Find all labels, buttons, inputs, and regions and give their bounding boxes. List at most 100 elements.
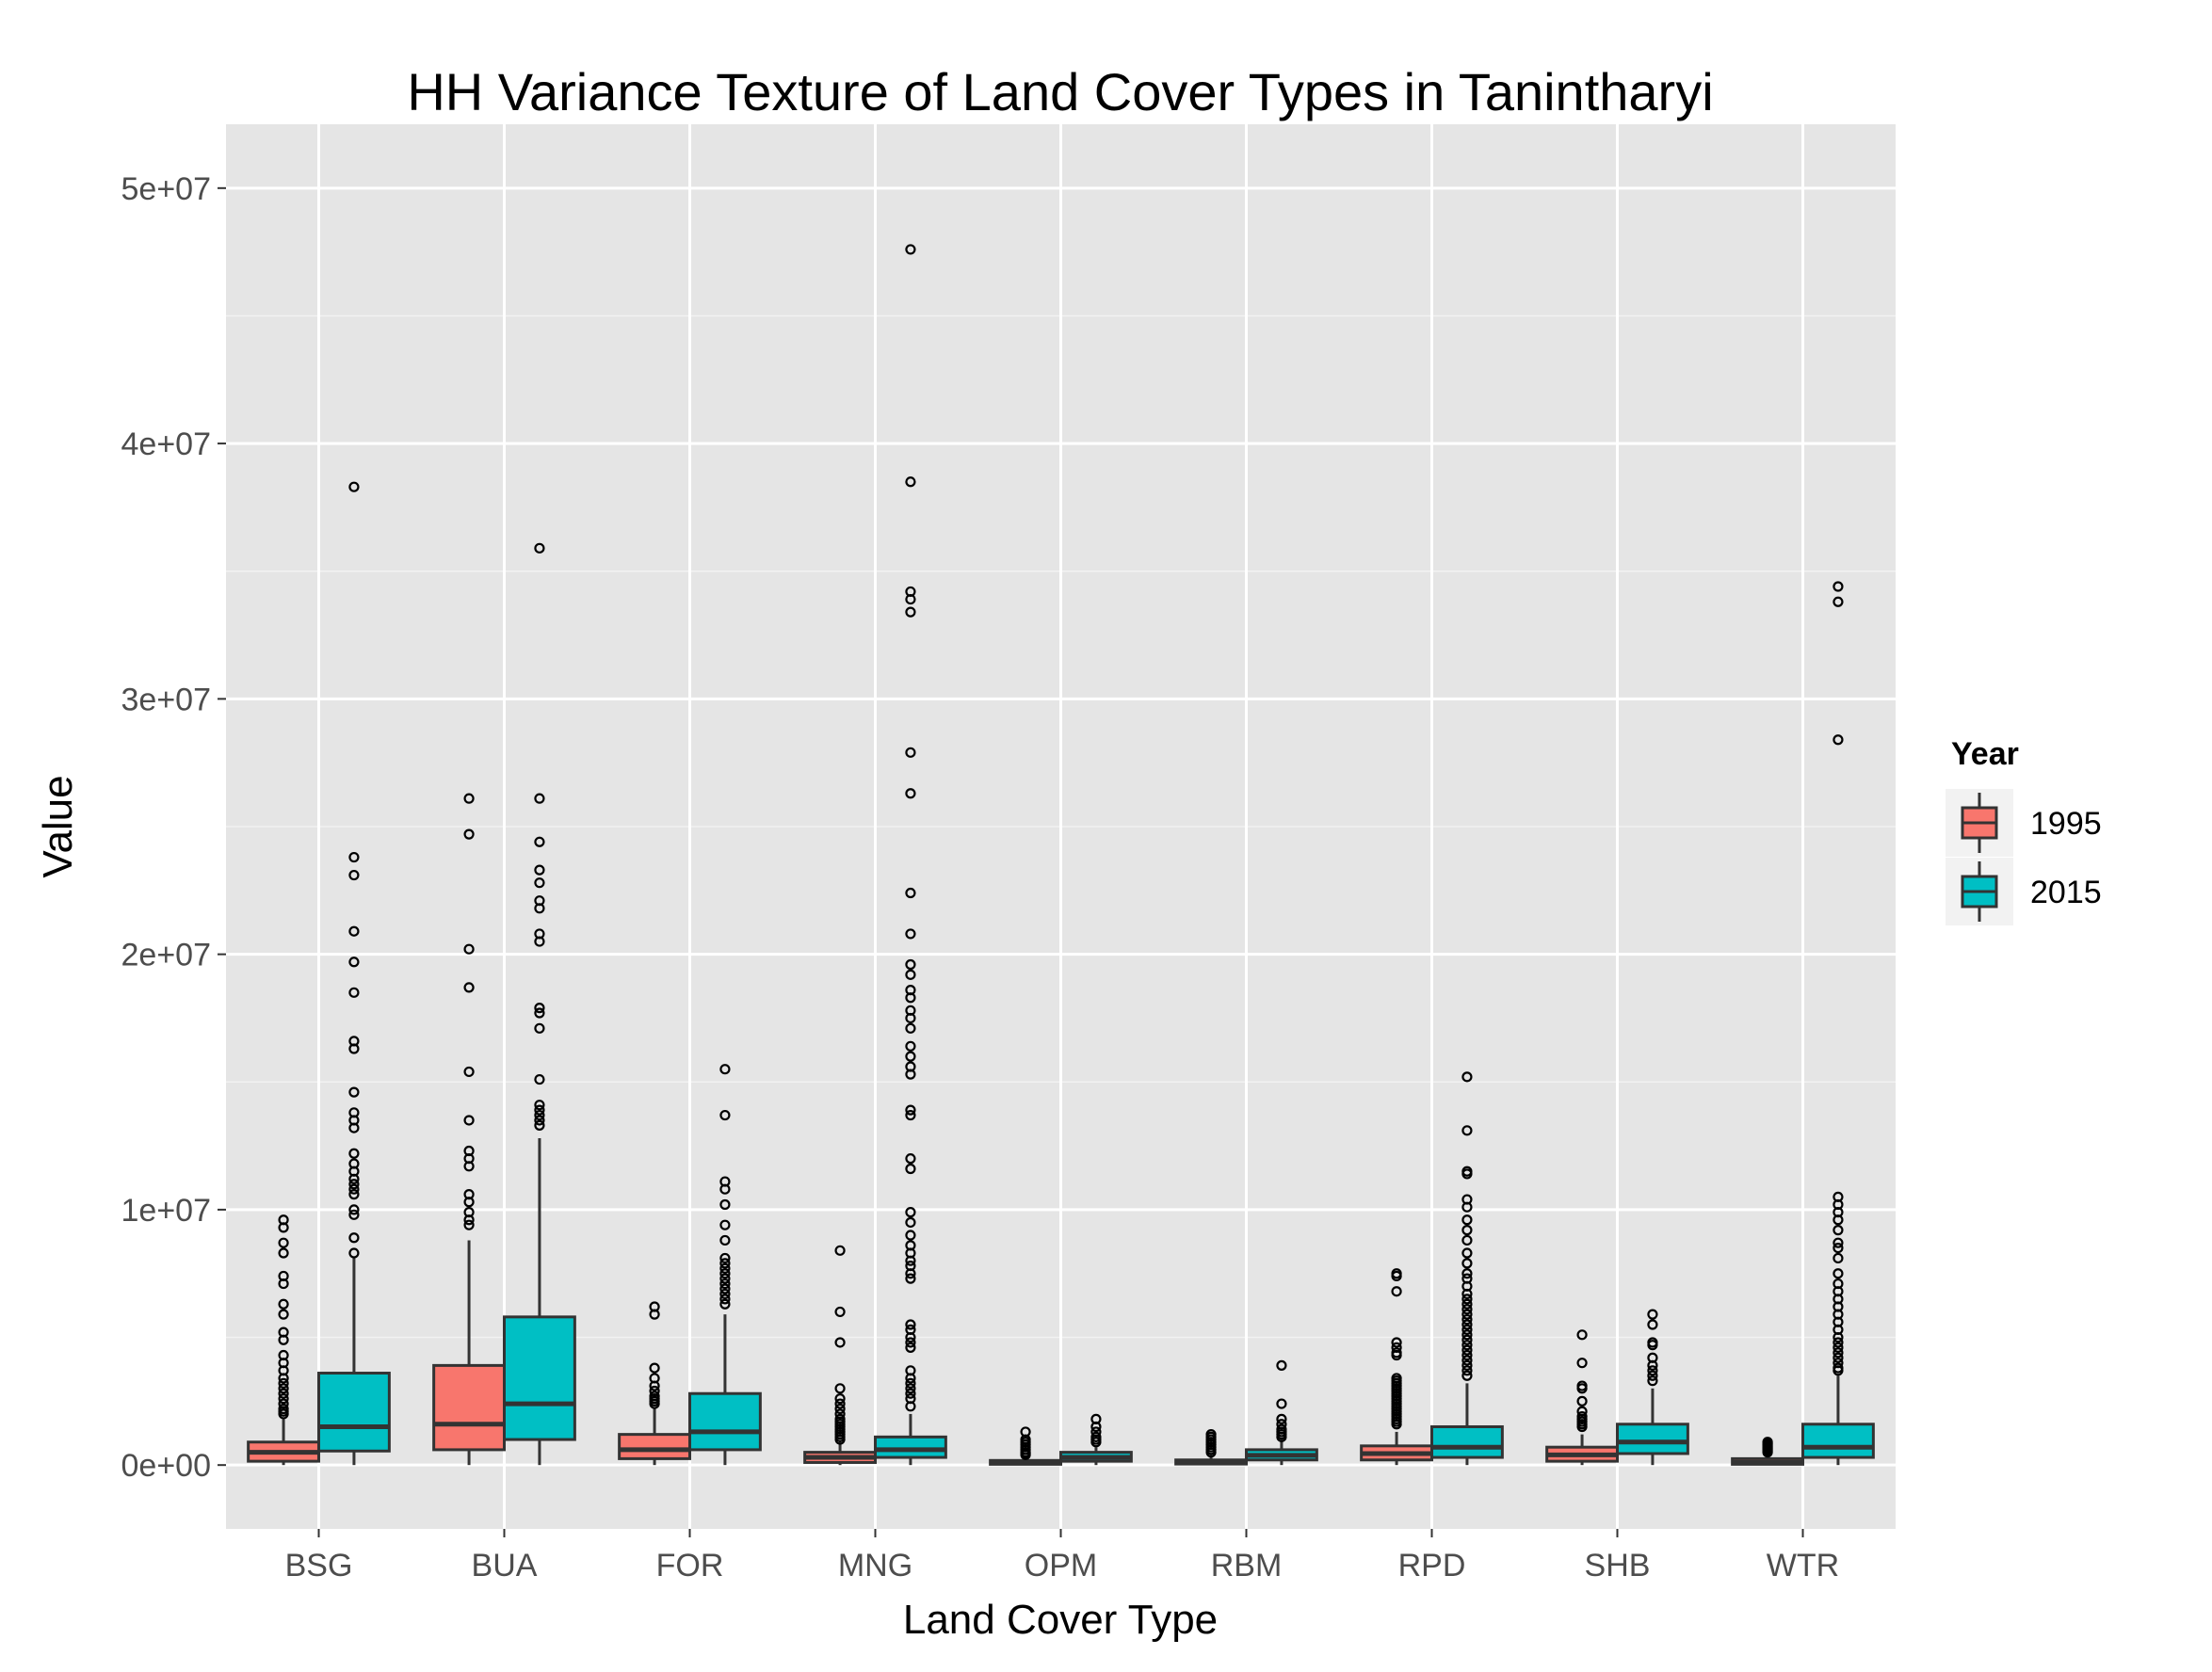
outlier-point [348,1189,360,1200]
outlier-point [905,1331,916,1343]
box-iqr [432,1363,507,1452]
outlier-point [534,936,545,947]
outlier-point [905,593,916,605]
outlier-point [534,542,545,554]
outlier-point [905,887,916,899]
outlier-point [649,1398,660,1409]
outlier-point [534,1100,545,1111]
outlier-point [534,1003,545,1014]
outlier-point [905,1255,916,1266]
outlier-point [348,925,360,937]
outlier-point [1461,1304,1473,1315]
outlier-point [719,1283,731,1294]
legend-item-2015: 2015 [1946,858,2102,925]
outlier-point [348,1173,360,1184]
outlier-point [834,1398,846,1409]
y-tick-label: 5e+07 [121,171,212,207]
outlier-point [534,903,545,914]
outlier-point [463,1214,475,1226]
outlier-point [719,1278,731,1290]
outlier-point [905,1216,916,1229]
box-for-2015 [688,1064,762,1466]
outlier-point [278,1222,289,1233]
outlier-point [905,1163,916,1175]
outlier-point [534,836,545,847]
box-mng-2015 [874,244,947,1466]
outlier-point [1276,1398,1287,1409]
x-tick-label: WTR [1767,1548,1839,1584]
outlier-point [1461,1355,1473,1366]
outlier-point [1461,1349,1473,1361]
outlier-point [905,606,916,618]
outlier-point [1461,1340,1473,1351]
outlier-point [1020,1449,1031,1460]
outlier-point [278,1237,289,1248]
outlier-point [278,1408,289,1420]
outlier-point [1833,1337,1844,1348]
outlier-point [278,1388,289,1399]
outlier-point [534,877,545,889]
box-rbm-2015 [1245,1359,1318,1466]
outlier-point [719,1064,731,1075]
box-opm-2015 [1059,1413,1133,1466]
outlier-point [534,793,545,804]
outlier-point [1762,1447,1773,1458]
outlier-point [1461,1324,1473,1336]
outlier-point [905,1337,916,1348]
outlier-point [905,244,916,255]
outlier-point [534,1104,545,1116]
box-iqr [688,1391,762,1452]
box-mng-1995 [803,1245,878,1466]
x-tick-label: OPM [1025,1548,1097,1584]
outlier-point [348,1179,360,1190]
outlier-point [905,1040,916,1052]
outlier-point [834,1403,846,1415]
outlier-point [1461,1334,1473,1345]
outlier-point [1833,734,1844,746]
outlier-point [1205,1447,1217,1458]
y-tick-label: 3e+07 [121,682,212,717]
outlier-point [649,1309,660,1320]
outlier-point [463,982,475,993]
outlier-point [278,1247,289,1259]
outlier-point [834,1393,846,1405]
outlier-point [1391,1349,1402,1361]
outlier-point [1833,596,1844,607]
outlier-point [905,958,916,971]
outlier-point [834,1306,846,1318]
outlier-point [1833,1331,1844,1343]
box-iqr [503,1315,576,1441]
box-iqr [1430,1424,1504,1459]
legend-title: Year [1951,736,2019,772]
outlier-point [348,1232,360,1244]
outlier-point [348,987,360,998]
outlier-point [719,1262,731,1274]
outlier-point [1461,1365,1473,1376]
legend: Year 1995 2015 [1946,736,2102,925]
outlier-point [1833,1347,1844,1358]
outlier-point [905,1268,916,1279]
outlier-point [1576,1358,1588,1369]
outlier-point [278,1383,289,1394]
box-iqr [1801,1423,1875,1459]
y-tick-label: 4e+07 [121,426,212,462]
outlier-point [1391,1337,1402,1348]
box-iqr [874,1435,947,1459]
outlier-point [905,1342,916,1353]
outlier-point [649,1380,660,1391]
outlier-point [719,1294,731,1305]
outlier-point [348,1204,360,1215]
outlier-point [1461,1247,1473,1259]
legend-item-1995: 1995 [1946,789,2102,857]
outlier-point [1461,1225,1473,1236]
outlier-point [278,1334,289,1345]
outlier-point [719,1288,731,1300]
outlier-point [719,1183,731,1195]
outlier-point [1090,1421,1102,1433]
outlier-point [1461,1071,1473,1083]
outlier-point [905,1153,916,1165]
gridlines [226,124,1896,1529]
box-iqr [317,1372,391,1453]
outlier-point [534,1119,545,1131]
box-wtr-1995 [1731,1437,1805,1466]
